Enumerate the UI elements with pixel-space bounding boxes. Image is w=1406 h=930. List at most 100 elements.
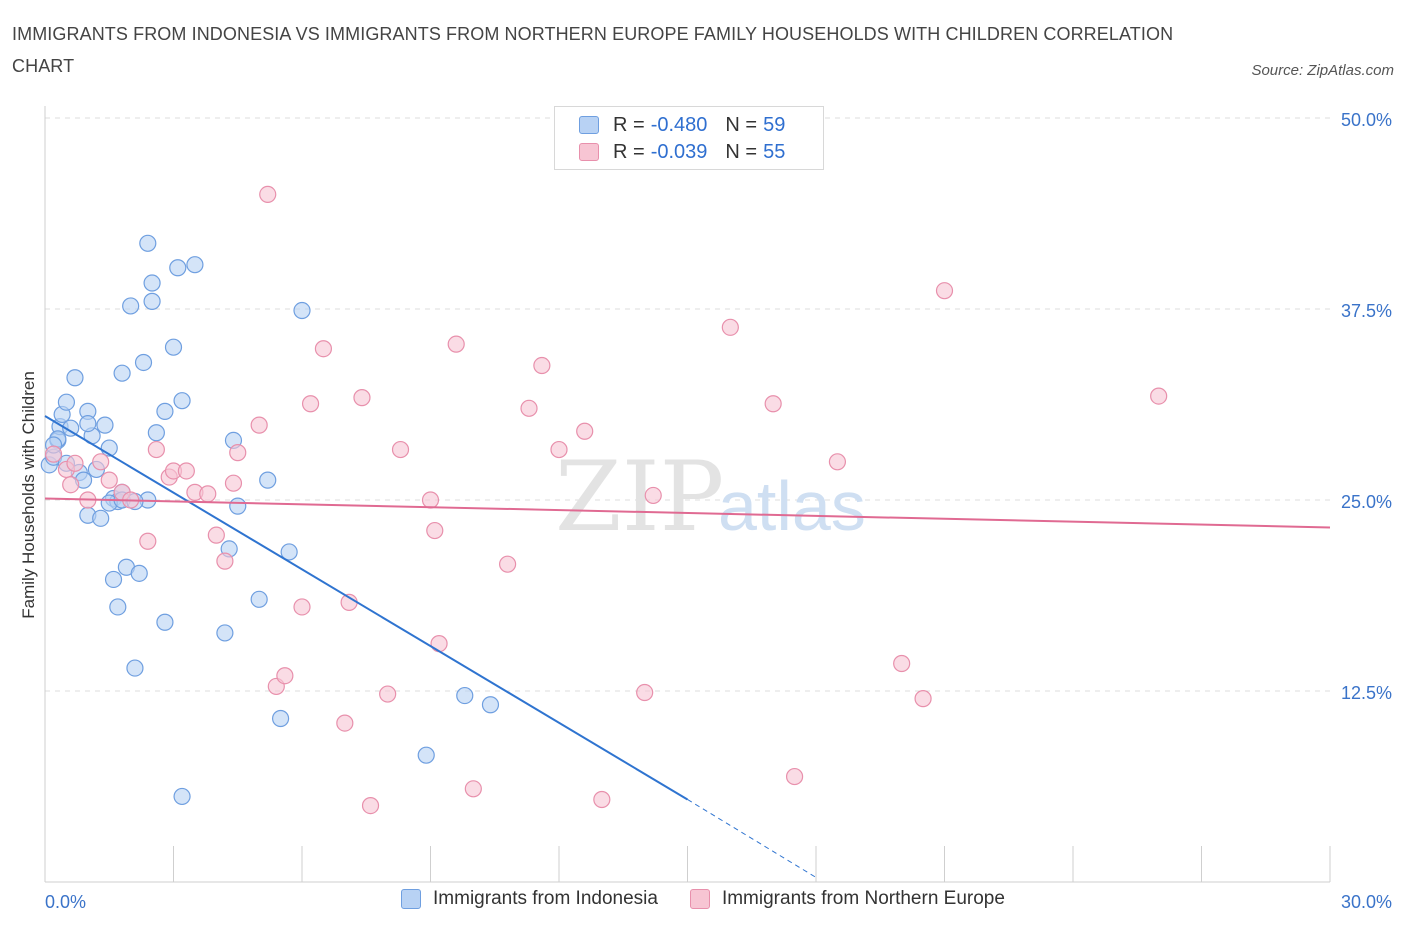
- point-northern-europe: [66, 454, 84, 472]
- point-northern-europe: [293, 598, 311, 616]
- y-tick-label: 37.5%: [1341, 301, 1392, 321]
- point-northern-europe: [464, 780, 482, 798]
- legend-row-indonesia: R = -0.480 N = 59: [579, 112, 785, 138]
- point-northern-europe: [139, 532, 157, 550]
- point-indonesia: [481, 696, 500, 714]
- point-northern-europe: [207, 526, 225, 544]
- point-northern-europe: [764, 395, 782, 413]
- x-tick-label: 30.0%: [1341, 892, 1392, 912]
- legend-row-northern-europe: R = -0.039 N = 55: [579, 139, 785, 165]
- gridlines: [45, 117, 1330, 692]
- point-indonesia: [126, 659, 144, 677]
- series-legend: Immigrants from Indonesia Immigrants fro…: [0, 888, 1406, 910]
- point-indonesia: [293, 301, 311, 320]
- point-northern-europe: [92, 453, 110, 471]
- point-indonesia: [79, 415, 97, 433]
- point-indonesia: [109, 598, 127, 616]
- x-tick-label: 0.0%: [45, 892, 86, 912]
- watermark: ZIP atlas: [555, 441, 866, 553]
- y-tick-label: 12.5%: [1341, 683, 1392, 703]
- point-northern-europe: [361, 796, 380, 815]
- point-northern-europe: [914, 690, 932, 708]
- legend-swatch-northern-europe: [689, 889, 710, 909]
- point-northern-europe: [391, 440, 410, 459]
- point-northern-europe: [520, 399, 538, 417]
- point-northern-europe: [499, 555, 517, 573]
- point-northern-europe: [1150, 387, 1168, 405]
- point-indonesia: [169, 259, 187, 277]
- y-tick-label: 50.0%: [1341, 110, 1392, 130]
- correlation-legend: R = -0.480 N = 59 R = -0.039 N = 55: [554, 106, 824, 170]
- point-northern-europe: [426, 521, 444, 540]
- point-indonesia: [92, 509, 110, 527]
- tick-labels: 12.5% 25.0% 37.5% 50.0% 0.0% 30.0%: [45, 110, 1392, 912]
- point-indonesia: [280, 543, 298, 561]
- point-indonesia: [57, 393, 76, 411]
- legend-r-label: R =: [613, 113, 645, 136]
- legend-label-indonesia: Immigrants from Indonesia: [433, 888, 658, 909]
- point-indonesia: [229, 497, 247, 515]
- point-northern-europe: [216, 552, 234, 570]
- legend-swatch-northern-europe: [579, 143, 599, 161]
- point-northern-europe: [828, 453, 847, 471]
- chart-title: IMMIGRANTS FROM INDONESIA VS IMMIGRANTS …: [12, 24, 1174, 76]
- point-northern-europe: [644, 486, 662, 505]
- trend-lines: [44, 415, 1331, 878]
- chart-source: Source: ZipAtlas.com: [1251, 62, 1394, 79]
- point-northern-europe: [636, 683, 654, 702]
- point-northern-europe: [935, 282, 954, 300]
- point-indonesia: [186, 256, 204, 274]
- point-indonesia: [122, 297, 140, 315]
- point-northern-europe: [229, 444, 247, 462]
- legend-n-label: N =: [725, 113, 758, 136]
- point-indonesia: [173, 787, 191, 806]
- point-indonesia: [143, 274, 161, 292]
- point-indonesia: [156, 613, 174, 631]
- legend-n-label: N =: [725, 140, 758, 163]
- point-indonesia: [143, 292, 161, 310]
- point-northern-europe: [44, 445, 63, 463]
- point-northern-europe: [250, 416, 268, 434]
- point-indonesia: [66, 369, 84, 387]
- point-northern-europe: [576, 422, 594, 440]
- point-northern-europe: [224, 474, 243, 492]
- point-indonesia: [456, 686, 474, 705]
- legend-r-value: -0.480: [650, 113, 708, 136]
- point-indonesia: [139, 234, 157, 252]
- point-indonesia: [216, 624, 234, 642]
- point-indonesia: [173, 392, 191, 410]
- point-indonesia: [130, 564, 148, 582]
- point-indonesia: [164, 338, 183, 356]
- point-northern-europe: [100, 471, 118, 489]
- legend-item-northern-europe[interactable]: Immigrants from Northern Europe: [689, 888, 1005, 910]
- trend-line-indonesia: [44, 415, 689, 801]
- point-northern-europe: [301, 395, 320, 413]
- legend-r-value: -0.039: [650, 140, 708, 163]
- legend-r-label: R =: [613, 140, 645, 163]
- point-northern-europe: [893, 654, 911, 673]
- point-indonesia: [96, 416, 114, 434]
- point-indonesia: [271, 709, 290, 728]
- point-northern-europe: [177, 462, 195, 480]
- legend-item-indonesia[interactable]: Immigrants from Indonesia: [401, 888, 658, 910]
- point-northern-europe: [533, 356, 551, 375]
- point-northern-europe: [259, 185, 277, 203]
- point-indonesia: [147, 424, 165, 442]
- point-indonesia: [156, 402, 174, 420]
- point-northern-europe: [447, 335, 465, 353]
- point-northern-europe: [314, 340, 333, 358]
- watermark-zip: ZIP: [555, 441, 724, 553]
- y-axis-label: Family Households with Children: [19, 371, 38, 619]
- point-northern-europe: [62, 476, 80, 494]
- point-indonesia: [417, 746, 435, 764]
- y-tick-label: 25.0%: [1341, 492, 1392, 512]
- legend-swatch-indonesia: [579, 116, 599, 134]
- point-northern-europe: [550, 440, 568, 459]
- point-northern-europe: [336, 714, 354, 732]
- point-indonesia: [104, 570, 123, 589]
- point-indonesia: [62, 419, 80, 437]
- point-northern-europe: [147, 440, 165, 459]
- point-indonesia: [113, 364, 131, 382]
- point-northern-europe: [721, 318, 739, 336]
